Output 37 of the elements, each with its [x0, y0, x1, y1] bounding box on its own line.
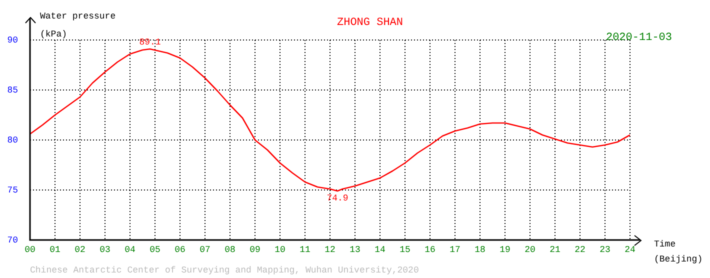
y-tick-label: 75: [7, 185, 18, 196]
x-tick-label: 16: [424, 244, 436, 255]
x-tick-label: 20: [524, 244, 536, 255]
x-tick-label: 11: [300, 244, 310, 255]
y-tick-label: 80: [7, 135, 18, 146]
x-tick-label: 14: [374, 244, 386, 255]
y-axis-title: Water pressure (kPa): [40, 11, 116, 40]
chart-subtitle: 2020-11-03: [606, 32, 672, 44]
x-tick-label: 18: [474, 244, 486, 255]
x-tick-label: 02: [74, 244, 86, 255]
x-tick-label: 24: [624, 244, 636, 255]
x-tick-label: 17: [450, 244, 460, 255]
x-tick-label: 08: [224, 244, 236, 255]
x-tick-label: 19: [500, 244, 510, 255]
x-tick-label: 05: [150, 244, 160, 255]
x-tick-label: 23: [600, 244, 610, 255]
annotation: 89.1: [139, 37, 161, 48]
x-tick-label: 01: [50, 244, 60, 255]
x-tick-label: 12: [324, 244, 336, 255]
x-tick-label: 15: [400, 244, 410, 255]
y-tick-label: 70: [7, 235, 18, 246]
x-axis-title: Time (Beijing): [654, 239, 703, 264]
x-tick-label: 09: [250, 244, 260, 255]
x-tick-label: 03: [100, 244, 110, 255]
x-tick-label: 21: [550, 244, 560, 255]
x-tick-label: 07: [200, 244, 210, 255]
y-tick-label: 85: [7, 85, 18, 96]
x-tick-label: 13: [350, 244, 360, 255]
x-tick-label: 10: [274, 244, 286, 255]
chart-title: ZHONG SHAN: [336, 16, 404, 29]
x-tick-label: 00: [24, 244, 36, 255]
text: Chinese Antarctic Center of Surveying and Mapping, Wuhan University,2020: [30, 265, 419, 276]
x-tick-label: 22: [574, 244, 586, 255]
annotation: 74.9: [326, 193, 348, 204]
y-tick-label: 90: [7, 35, 18, 46]
x-tick-label: 06: [174, 244, 186, 255]
x-tick-label: 04: [124, 244, 136, 255]
